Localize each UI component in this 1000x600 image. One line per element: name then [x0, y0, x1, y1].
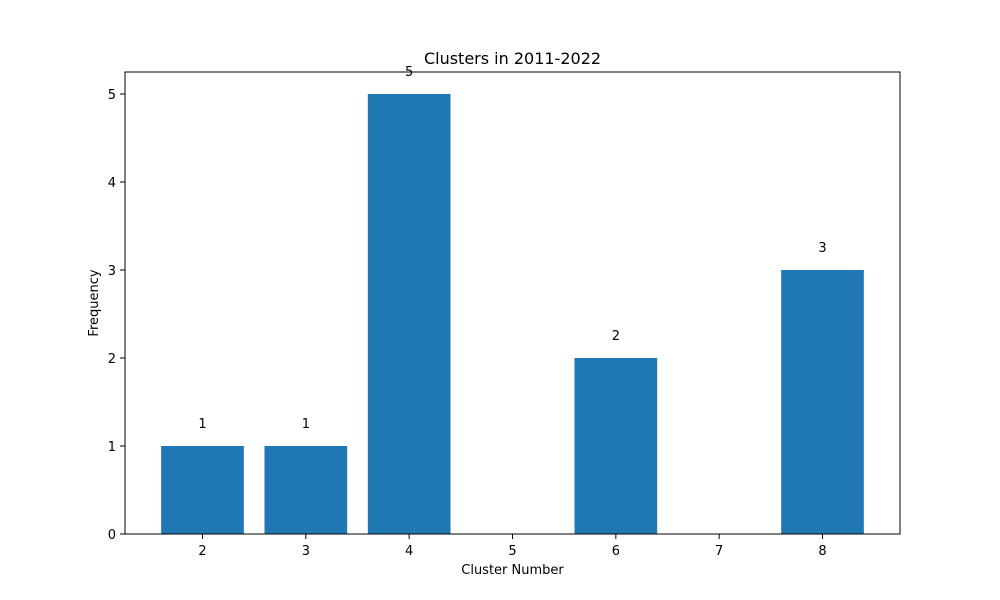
- bar-label-3: 1: [302, 417, 310, 432]
- bar-3: [264, 446, 348, 534]
- bar-6: [574, 358, 658, 534]
- y-tick-label-5: 5: [108, 88, 116, 103]
- bar-4: [367, 94, 451, 534]
- x-tick-label-3: 3: [302, 544, 310, 559]
- y-tick-label-1: 1: [108, 440, 116, 455]
- x-tick-label-5: 5: [508, 544, 516, 559]
- bar-2: [161, 446, 244, 534]
- y-tick-label-4: 4: [108, 176, 116, 191]
- chart-title: Clusters in 2011-2022: [424, 49, 601, 68]
- x-axis-ticks: 2 3 4 5 6 7 8: [198, 534, 827, 559]
- y-axis-label: Frequency: [87, 269, 102, 336]
- y-tick-label-2: 2: [108, 352, 116, 367]
- y-tick-label-3: 3: [108, 264, 116, 279]
- bar-label-2: 1: [198, 417, 206, 432]
- x-tick-label-7: 7: [715, 544, 723, 559]
- y-axis-ticks: 0 1 2 3 4 5: [108, 88, 125, 543]
- x-tick-label-6: 6: [612, 544, 620, 559]
- x-tick-label-4: 4: [405, 544, 413, 559]
- x-tick-label-2: 2: [198, 544, 206, 559]
- bar-8: [781, 270, 864, 534]
- bars-group: [161, 94, 864, 534]
- y-tick-label-0: 0: [108, 528, 116, 543]
- x-axis-label: Cluster Number: [461, 563, 564, 578]
- bar-label-8: 3: [818, 241, 826, 256]
- x-tick-label-8: 8: [818, 544, 826, 559]
- plot-frame: [124, 71, 901, 535]
- bar-label-6: 2: [612, 329, 620, 344]
